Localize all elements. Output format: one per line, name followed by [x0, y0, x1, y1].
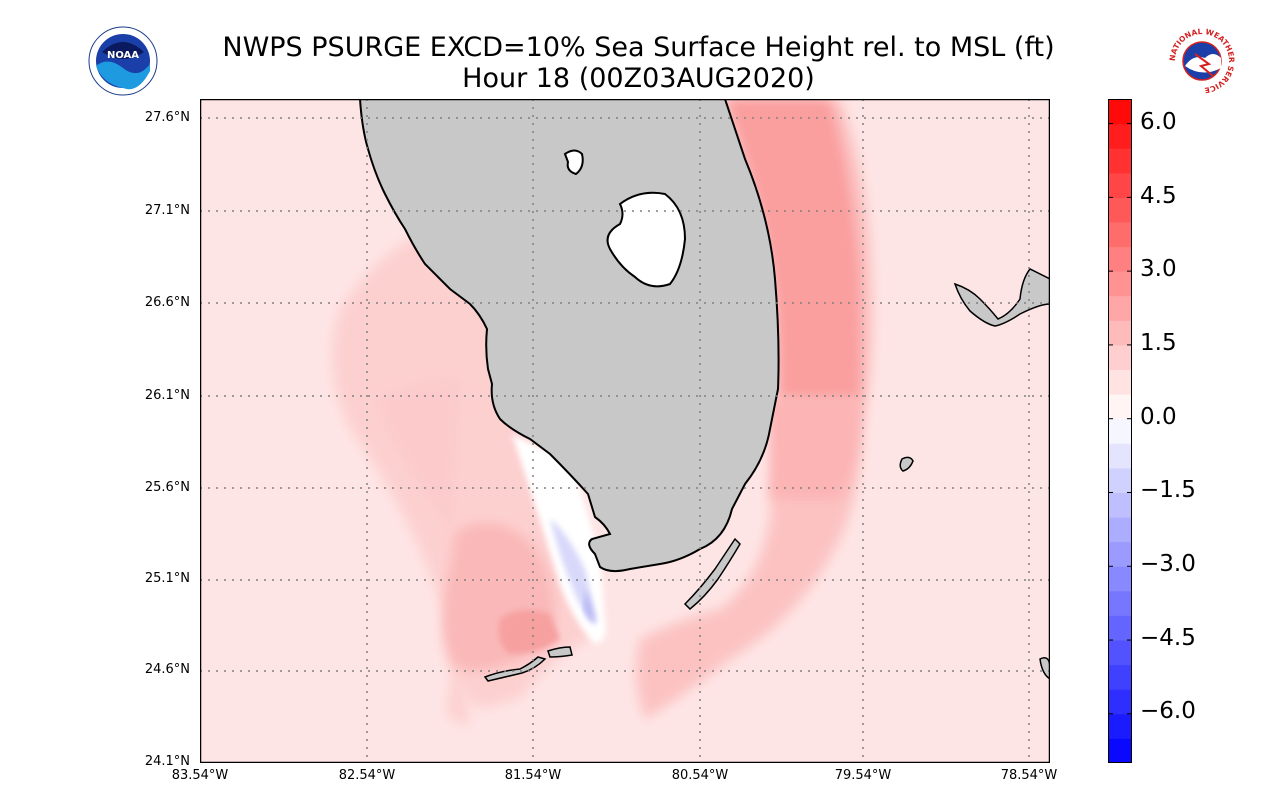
colorbar-cell: [1108, 320, 1132, 346]
lon-tick-label: 82.54°W: [338, 768, 396, 783]
colorbar-cell: [1108, 640, 1132, 666]
lat-tick-label: 27.6°N: [144, 110, 190, 125]
grand-bahama: [953, 268, 1050, 327]
surge-zone-negative-core: [584, 589, 595, 624]
lat-tick-label: 26.6°N: [144, 295, 190, 310]
colorbar-cell: [1108, 689, 1132, 715]
lon-tick-label: 79.54°W: [834, 768, 892, 783]
colorbar-cell: [1108, 418, 1132, 444]
lat-tick-label: 25.6°N: [144, 480, 190, 495]
colorbar-cell: [1108, 197, 1132, 223]
colorbar-cell: [1108, 221, 1132, 248]
colorbar-cell: [1108, 295, 1132, 321]
graticule: [200, 99, 1050, 763]
colorbar-label: −6.0: [1140, 698, 1196, 724]
colorbar-cell: [1108, 541, 1132, 567]
lat-tick-label: 24.6°N: [144, 662, 190, 677]
colorbar-cell: [1108, 271, 1132, 297]
noaa-logo: NOAA: [88, 26, 158, 96]
colorbar-cell: [1108, 443, 1132, 469]
colorbar-cell: [1108, 517, 1132, 543]
colorbar-label: 3.0: [1140, 256, 1177, 282]
colorbar-label: 6.0: [1140, 109, 1177, 135]
colorbar-cell: [1108, 394, 1132, 420]
lon-tick-label: 78.54°W: [1000, 768, 1058, 783]
lat-tick-label: 27.1°N: [144, 203, 190, 218]
colorbar-cell: [1108, 467, 1132, 493]
colorbar-cell: [1108, 713, 1132, 739]
keys-upper: [683, 537, 741, 611]
colorbar-label: 1.5: [1140, 330, 1177, 356]
map-panel: [200, 99, 1050, 763]
surge-zone-gulf-peak: [498, 610, 560, 654]
colorbar-label: 4.5: [1140, 183, 1177, 209]
colorbar-cell: [1108, 615, 1132, 641]
colorbar-cell: [1108, 123, 1132, 149]
noaa-logo-text: NOAA: [107, 50, 139, 61]
lon-tick-label: 81.54°W: [504, 768, 562, 783]
colorbar-cell: [1108, 738, 1132, 763]
surge-zone-gulf-mid: [375, 379, 530, 659]
colorbar-label: −3.0: [1140, 551, 1196, 577]
colorbar-cell: [1108, 344, 1132, 371]
surge-zone-atlantic-mid: [765, 399, 861, 499]
lon-tick-label: 80.54°W: [671, 768, 729, 783]
colorbar-cell: [1108, 566, 1132, 592]
colorbar-cell: [1108, 246, 1132, 272]
colorbar-cell: [1108, 369, 1132, 395]
lat-tick-label: 25.1°N: [144, 571, 190, 586]
colorbar-cell: [1108, 172, 1132, 198]
andros-island-edge: [1039, 657, 1050, 680]
nws-logo: NATIONAL WEATHER SERVICE: [1167, 26, 1237, 96]
colorbar-cell: [1108, 148, 1132, 174]
keys-lower: [483, 656, 547, 682]
lake-okeechobee: [606, 191, 687, 288]
lon-tick-label: 83.54°W: [171, 768, 229, 783]
keys-middle: [547, 646, 573, 658]
lat-tick-label: 26.1°N: [144, 388, 190, 403]
colorbar: [1108, 99, 1132, 763]
lat-tick-label: 24.1°N: [144, 754, 190, 769]
colorbar-cell: [1108, 664, 1132, 690]
surge-zone-atlantic-high: [725, 99, 861, 399]
map-title-line1: NWPS PSURGE EXCD=10% Sea Surface Height …: [222, 32, 1055, 63]
colorbar-cell: [1108, 492, 1132, 518]
colorbar-cell: [1108, 99, 1132, 125]
bimini-island: [899, 456, 914, 472]
inland-lake: [563, 149, 584, 176]
map-title-line2: Hour 18 (00Z03AUG2020): [462, 63, 815, 94]
colorbar-cell: [1108, 590, 1132, 616]
colorbar-label: 0.0: [1140, 404, 1177, 430]
map-frame: [200, 99, 1050, 763]
colorbar-label: −1.5: [1140, 477, 1196, 503]
colorbar-label: −4.5: [1140, 625, 1196, 651]
